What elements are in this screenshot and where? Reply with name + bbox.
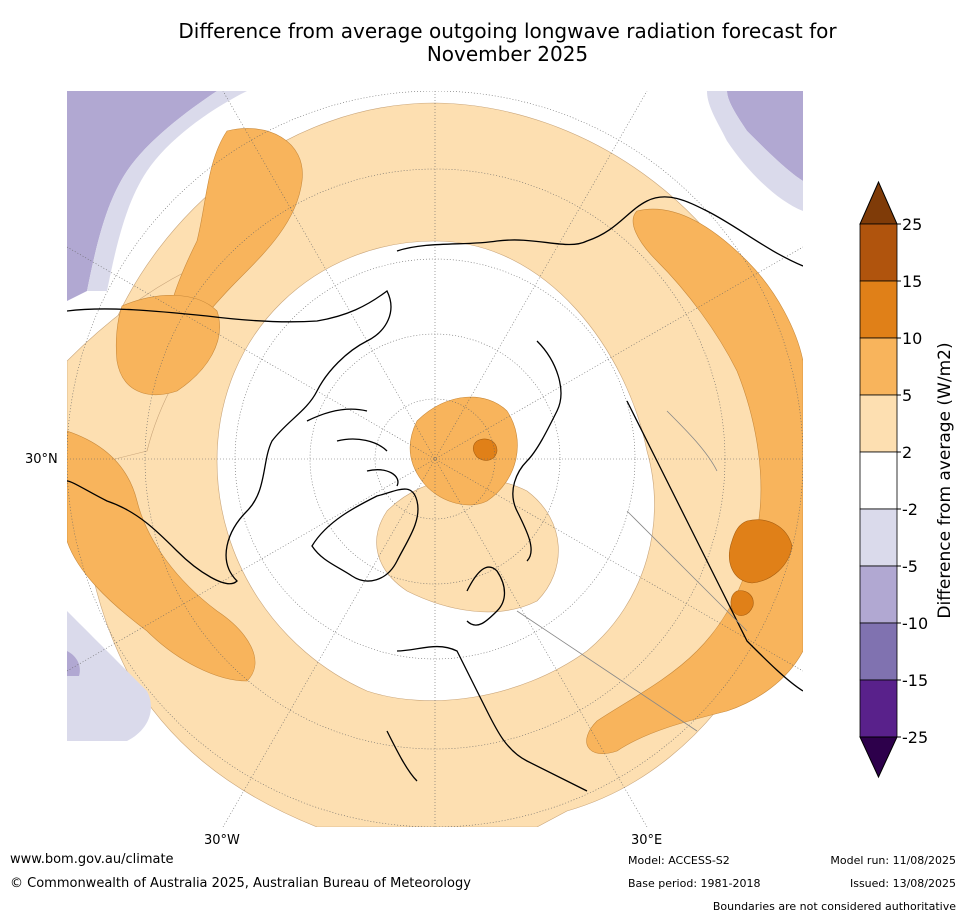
anomaly-region-minus-2-to-minus-5-ne xyxy=(727,91,803,181)
anomaly-region-5-10-arctic xyxy=(409,396,518,506)
longitude-label-30w: 30°W xyxy=(204,833,240,848)
colorbar-tick-label: 5 xyxy=(902,386,912,405)
coastline-siberia xyxy=(512,340,562,562)
colorbar-tick-label: -25 xyxy=(902,728,928,747)
title-line-1: Difference from average outgoing longwav… xyxy=(178,19,837,43)
coastline-europe xyxy=(386,645,588,792)
title-line-2: November 2025 xyxy=(426,42,589,66)
polar-stereographic-map xyxy=(67,91,803,827)
latitude-label-30n: 30°N xyxy=(25,452,58,467)
colorbar-tick-label: -2 xyxy=(902,500,918,519)
anomaly-region-minus-2-sw xyxy=(67,611,151,741)
coastline-eurasia-north xyxy=(396,196,803,267)
model-run-text: Model run: 11/08/2025 xyxy=(830,854,956,867)
anomaly-region-minus-5-sw xyxy=(67,651,80,676)
colorbar-segment xyxy=(859,280,898,339)
base-period-text: Base period: 1981-2018 xyxy=(628,877,761,890)
anomaly-region-minus-2-to-minus-5-nw xyxy=(67,91,217,301)
anomaly-region-5-10-east-asia xyxy=(586,208,803,754)
anomaly-region-minus-2-nw xyxy=(87,91,247,291)
anomaly-region-10-15-asia xyxy=(729,519,793,584)
map-title: Difference from average outgoing longwav… xyxy=(0,20,965,66)
coastlines xyxy=(67,196,803,792)
longitude-label-30e: 30°E xyxy=(631,833,663,848)
graticule xyxy=(67,91,803,827)
colorbar-segment xyxy=(859,394,898,453)
colorbar-tick-label: 15 xyxy=(902,272,922,291)
colorbar-segment xyxy=(859,679,898,738)
colorbar-extend-high xyxy=(859,180,898,225)
coastline-scandinavia xyxy=(466,566,506,626)
colorbar-tick-label: -5 xyxy=(902,557,918,576)
colorbar-segment xyxy=(859,565,898,624)
anomaly-region-5-10-atlantic xyxy=(67,430,256,682)
copyright-text: © Commonwealth of Australia 2025, Austra… xyxy=(10,876,471,891)
colorbar-tick-label: 25 xyxy=(902,215,922,234)
colorbar-extend-low xyxy=(859,736,898,779)
anomaly-region-10-15-asia-small xyxy=(730,590,754,616)
coastline-north-america xyxy=(67,290,392,585)
colorbar-tick-label: -15 xyxy=(902,671,928,690)
disclaimer-text: Boundaries are not considered authoritat… xyxy=(712,900,956,913)
anomaly-region-10-15-arctic xyxy=(472,438,498,461)
country-borders xyxy=(516,410,748,732)
colorbar-segment xyxy=(859,622,898,681)
colorbar-segment xyxy=(859,337,898,396)
colorbar: 25 15 10 5 2 -2 -5 -10 -15 -25 Difference from ave… xyxy=(859,180,955,779)
coastline-east-asia xyxy=(626,400,803,692)
colorbar-tick-label: 2 xyxy=(902,443,912,462)
coastline-greenland xyxy=(311,488,419,582)
coastline-arctic-islands xyxy=(306,408,399,487)
colorbar-segment xyxy=(859,223,898,282)
anomaly-region-minus-2-ne xyxy=(707,91,803,211)
anomaly-region-5-10-pacific-west xyxy=(115,295,220,395)
colorbar-tick-label: 10 xyxy=(902,329,922,348)
model-text: Model: ACCESS-S2 xyxy=(628,854,730,867)
issued-text: Issued: 13/08/2025 xyxy=(849,877,956,890)
colorbar-segment xyxy=(859,451,898,510)
website-link[interactable]: www.bom.gov.au/climate xyxy=(10,852,174,867)
colorbar-label: Difference from average (W/m2) xyxy=(935,342,955,618)
colorbar-tick-label: -10 xyxy=(902,614,928,633)
colorbar-segment xyxy=(859,508,898,567)
